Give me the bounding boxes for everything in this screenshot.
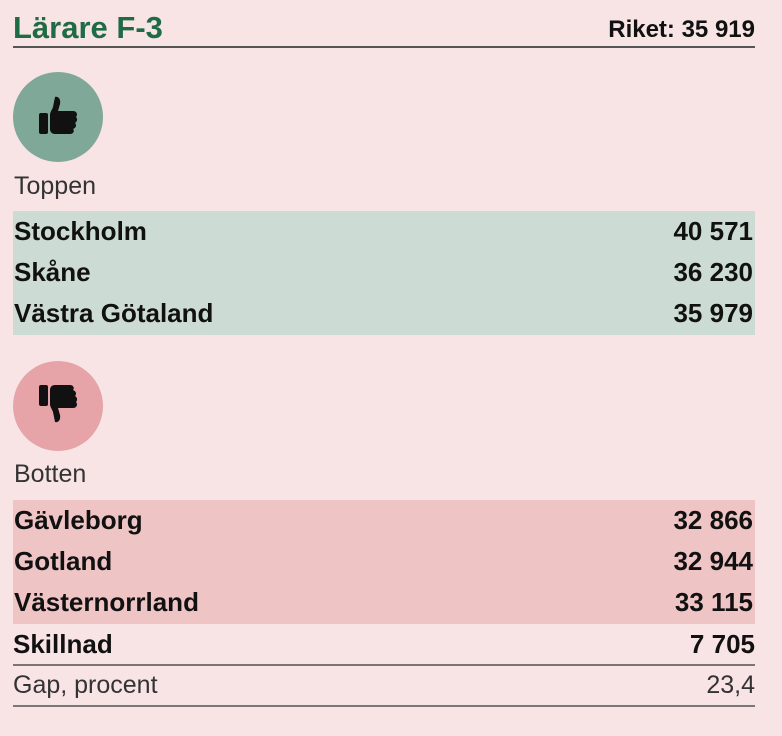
bottom-label: Botten <box>14 460 87 488</box>
gap-value: 23,4 <box>706 671 755 699</box>
thumbs-down-badge <box>13 361 103 451</box>
list-item: Västra Götaland 35 979 <box>14 298 753 328</box>
thumbs-down-icon <box>39 385 78 423</box>
bottom-list: Gävleborg 32 866 Gotland 32 944 Västerno… <box>13 500 755 624</box>
top-label: Toppen <box>14 172 97 200</box>
card-header: Lärare F-3 Riket: 35 919 <box>13 6 755 48</box>
skillnad-value: 7 705 <box>689 629 755 659</box>
list-item: Gävleborg 32 866 <box>14 505 753 535</box>
card-title: Lärare F-3 <box>13 10 163 45</box>
list-item: Västernorrland 33 115 <box>14 587 753 617</box>
list-item: Skåne 36 230 <box>14 257 753 287</box>
list-item: Stockholm 40 571 <box>14 216 753 246</box>
list-item: Gotland 32 944 <box>14 546 753 576</box>
thumbs-up-badge <box>13 72 103 162</box>
top-list: Stockholm 40 571 Skåne 36 230 Västra Göt… <box>13 211 755 335</box>
thumbs-up-icon <box>39 96 78 134</box>
gap-label: Gap, procent <box>13 671 158 699</box>
skillnad-label: Skillnad <box>13 629 113 659</box>
gap-row: Gap, procent 23,4 <box>13 666 755 707</box>
skillnad-row: Skillnad 7 705 <box>13 625 755 666</box>
riket-value: Riket: 35 919 <box>608 16 755 43</box>
